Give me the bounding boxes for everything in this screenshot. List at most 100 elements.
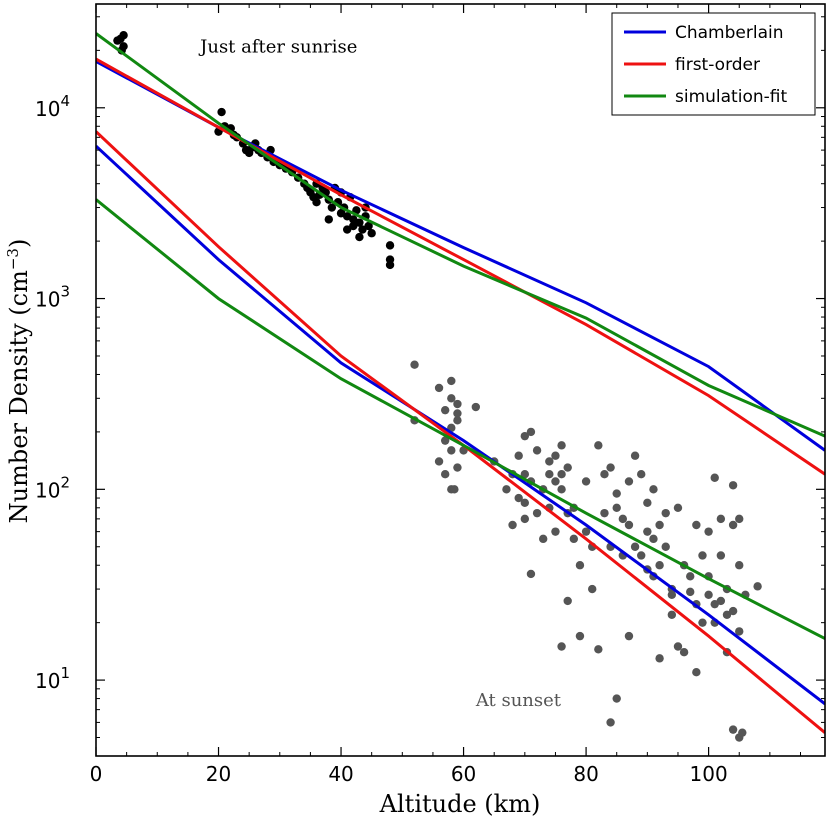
annotation-label: At sunset — [475, 690, 562, 711]
data-point — [342, 225, 352, 234]
data-point — [520, 470, 530, 479]
data-point — [551, 477, 560, 486]
data-point — [728, 606, 738, 616]
data-point — [217, 107, 226, 117]
data-point — [551, 451, 560, 460]
data-point — [600, 470, 609, 479]
data-point — [692, 520, 701, 530]
data-point — [453, 416, 462, 425]
fit-line — [96, 32, 825, 438]
data-point — [643, 527, 652, 536]
sunset-observations — [410, 360, 762, 742]
data-point — [704, 527, 713, 536]
data-point — [532, 508, 542, 518]
data-point — [655, 520, 664, 530]
data-point — [453, 409, 462, 418]
data-point — [355, 232, 364, 242]
data-point — [637, 551, 646, 560]
y-tick-exponent: 4 — [60, 92, 70, 110]
data-point — [526, 569, 536, 579]
data-point — [526, 427, 536, 437]
data-point — [563, 463, 572, 472]
y-axis-title-exponent: −3 — [4, 248, 22, 270]
data-point — [716, 514, 726, 524]
data-point — [630, 451, 640, 460]
data-point — [563, 596, 572, 606]
data-point — [673, 642, 683, 651]
data-point — [612, 694, 621, 703]
data-point — [327, 203, 337, 212]
data-point — [588, 584, 597, 594]
data-point — [735, 561, 744, 570]
data-point — [434, 457, 444, 466]
data-point — [569, 534, 579, 544]
data-point — [624, 631, 634, 641]
data-point — [119, 31, 128, 40]
data-point — [385, 260, 395, 270]
data-point — [630, 542, 640, 551]
x-tick-label: 60 — [451, 762, 476, 786]
data-point — [575, 561, 585, 570]
data-point — [440, 436, 450, 445]
data-point — [594, 441, 603, 450]
plot-frame — [95, 3, 826, 757]
data-point — [434, 383, 444, 393]
data-point — [738, 728, 747, 737]
x-tick-label: 40 — [328, 762, 353, 786]
data-point — [649, 534, 658, 544]
legend-label: simulation-fit — [675, 87, 787, 107]
data-point — [545, 457, 554, 466]
data-point — [661, 542, 670, 551]
data-point — [624, 520, 634, 530]
data-point — [606, 718, 615, 727]
data-point — [686, 572, 695, 581]
data-point — [728, 520, 738, 530]
data-point — [698, 618, 707, 627]
data-point — [637, 470, 646, 479]
data-point — [728, 481, 738, 490]
y-tick-base: 10 — [35, 669, 60, 693]
y-tick-base: 10 — [35, 288, 60, 312]
fit-line — [96, 198, 825, 640]
x-tick-label: 80 — [573, 762, 598, 786]
data-point — [545, 470, 554, 479]
data-point — [692, 667, 701, 677]
data-point — [624, 477, 634, 486]
data-point — [557, 441, 566, 450]
data-point — [606, 463, 615, 472]
legend: Chamberlain first-order simulation-fit — [611, 12, 816, 116]
data-point — [453, 399, 462, 409]
data-point — [575, 631, 585, 641]
data-point — [581, 527, 591, 536]
data-point — [600, 508, 609, 518]
data-point — [447, 376, 456, 386]
data-point — [722, 610, 732, 619]
data-point — [520, 498, 530, 507]
data-point — [520, 431, 530, 441]
y-axis-title-close: ) — [5, 239, 33, 248]
y-tick-exponent: 3 — [60, 283, 70, 301]
data-point — [312, 197, 321, 207]
fit-line — [96, 57, 825, 476]
data-point — [735, 514, 744, 524]
data-point — [686, 587, 695, 597]
data-point — [514, 493, 523, 503]
data-point — [649, 485, 658, 494]
series-layer — [96, 31, 825, 742]
y-tick-base: 10 — [35, 97, 60, 121]
data-point — [410, 360, 419, 369]
data-point — [364, 221, 373, 231]
data-point — [618, 514, 628, 524]
data-point — [514, 451, 523, 460]
data-point — [716, 551, 726, 560]
data-point — [612, 503, 621, 513]
y-tick-label: 103 — [35, 283, 70, 312]
x-tick-label: 100 — [690, 762, 728, 786]
data-point — [716, 596, 726, 606]
data-point — [698, 551, 707, 560]
data-point — [532, 446, 542, 455]
data-point — [655, 654, 664, 663]
data-point — [471, 402, 481, 412]
y-tick-label: 104 — [35, 92, 70, 121]
